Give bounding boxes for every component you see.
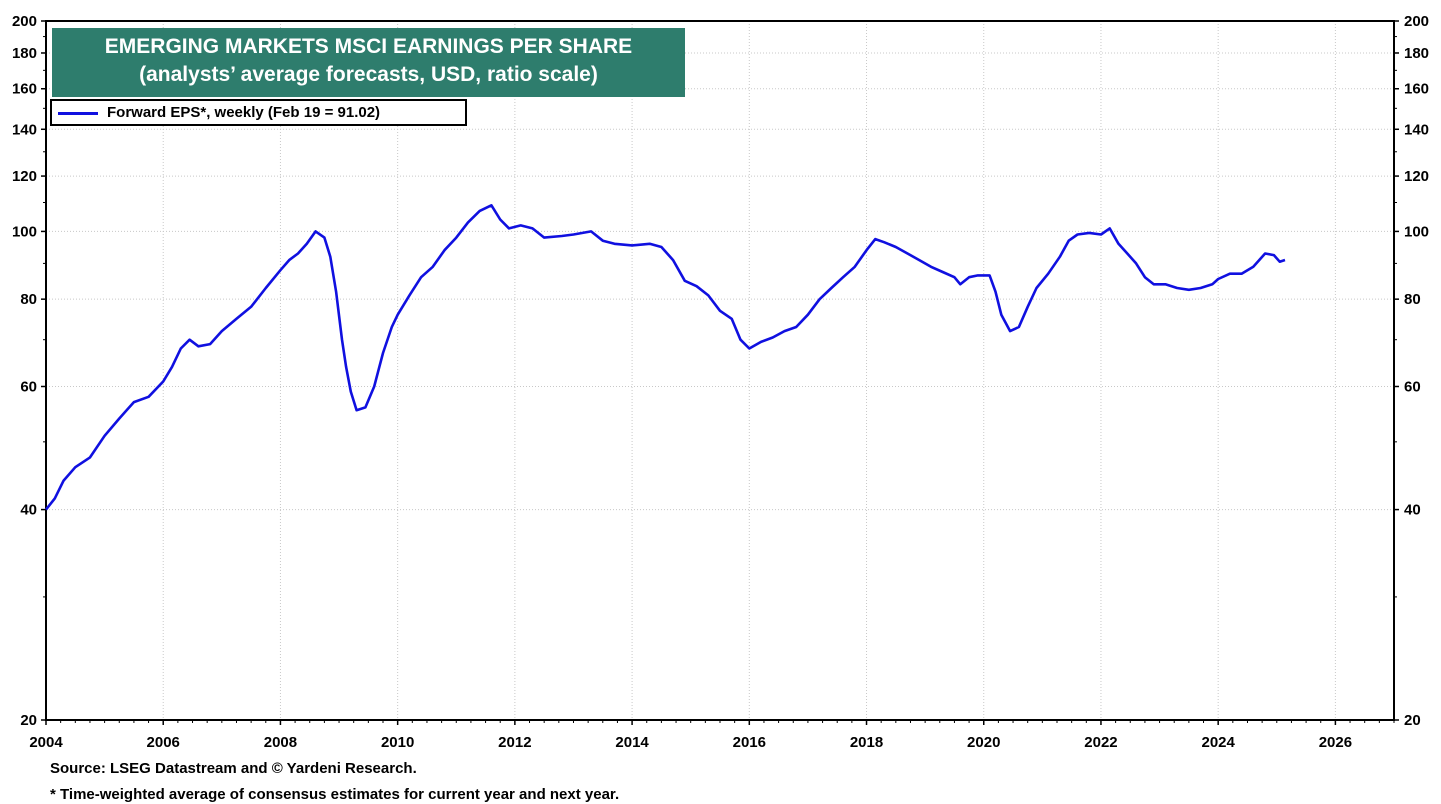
- y-tick-label-right: 200: [1404, 13, 1429, 30]
- y-tick-label-right: 60: [1404, 378, 1421, 395]
- source-note: Source: LSEG Datastream and © Yardeni Re…: [50, 760, 417, 777]
- y-tick-label-right: 100: [1404, 223, 1429, 240]
- footnote: * Time-weighted average of consensus est…: [50, 786, 620, 803]
- y-tick-label-right: 80: [1404, 291, 1421, 308]
- y-tick-label-left: 140: [12, 121, 37, 138]
- x-tick-label: 2010: [381, 734, 414, 751]
- x-tick-label: 2006: [147, 734, 180, 751]
- y-tick-label-left: 60: [20, 378, 37, 395]
- y-tick-label-left: 180: [12, 45, 37, 62]
- x-tick-label: 2012: [498, 734, 531, 751]
- x-tick-label: 2024: [1201, 734, 1235, 751]
- series-line-forward-eps: [44, 204, 1286, 511]
- x-tick-label: 2014: [615, 734, 649, 751]
- y-tick-label-right: 160: [1404, 81, 1429, 98]
- y-tick-label-left: 20: [20, 712, 37, 729]
- gridlines: [46, 21, 1394, 720]
- chart-title-box: EMERGING MARKETS MSCI EARNINGS PER SHARE…: [52, 28, 685, 97]
- y-tick-label-left: 100: [12, 223, 37, 240]
- chart-subtitle: (analysts’ average forecasts, USD, ratio…: [139, 63, 598, 86]
- legend-label: Forward EPS*, weekly (Feb 19 = 91.02): [107, 104, 381, 121]
- y-tick-label-right: 120: [1404, 168, 1429, 185]
- y-tick-label-right: 40: [1404, 502, 1421, 519]
- legend-swatch: [58, 112, 98, 115]
- x-tick-label: 2026: [1319, 734, 1352, 751]
- y-tick-label-left: 80: [20, 291, 37, 308]
- y-tick-label-left: 120: [12, 168, 37, 185]
- y-tick-label-right: 20: [1404, 712, 1421, 729]
- x-tick-label: 2020: [967, 734, 1000, 751]
- x-axis-labels: 2004 2006 2008 2010 2012 2014 2016 2018 2020 2022…: [29, 734, 1352, 751]
- x-tick-label: 2004: [29, 734, 63, 751]
- series-group: [44, 204, 1286, 511]
- x-tick-label: 2022: [1084, 734, 1117, 751]
- y-tick-label-left: 160: [12, 81, 37, 98]
- axis-ticks: [41, 20, 1399, 725]
- y-axis-left-labels: 20 40 60 80 100 120 140 160 180 200: [12, 13, 37, 729]
- y-tick-label-left: 200: [12, 13, 37, 30]
- x-tick-label: 2016: [733, 734, 766, 751]
- chart-title: EMERGING MARKETS MSCI EARNINGS PER SHARE: [104, 35, 633, 58]
- y-axis-right-labels: 20 40 60 80 100 120 140 160 180 200: [1404, 13, 1429, 729]
- x-tick-label: 2008: [264, 734, 297, 751]
- y-tick-label-left: 40: [20, 502, 37, 519]
- y-tick-label-right: 140: [1404, 121, 1429, 138]
- legend: Forward EPS*, weekly (Feb 19 = 91.02): [50, 99, 467, 126]
- y-tick-label-right: 180: [1404, 45, 1429, 62]
- x-tick-label: 2018: [850, 734, 883, 751]
